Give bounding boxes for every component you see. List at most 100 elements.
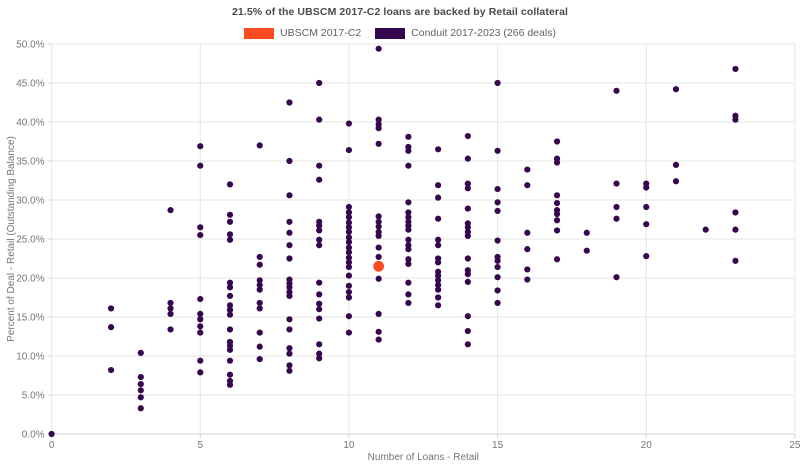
data-point[interactable]	[405, 162, 412, 169]
data-point[interactable]	[316, 242, 323, 249]
data-point[interactable]	[137, 405, 144, 412]
data-point[interactable]	[345, 214, 353, 221]
data-point[interactable]	[226, 311, 234, 318]
data-point[interactable]	[732, 65, 739, 73]
data-point[interactable]	[375, 223, 382, 230]
data-point[interactable]	[286, 229, 293, 236]
data-point[interactable]	[226, 326, 234, 333]
data-point[interactable]	[197, 143, 204, 150]
data-point[interactable]	[226, 292, 234, 300]
data-point[interactable]	[345, 228, 353, 236]
data-point[interactable]	[167, 207, 174, 214]
data-point[interactable]	[345, 313, 353, 320]
data-point[interactable]	[494, 237, 501, 244]
data-point[interactable]	[167, 326, 174, 333]
data-point[interactable]	[137, 373, 144, 381]
data-point[interactable]	[226, 231, 234, 238]
data-point[interactable]	[286, 255, 293, 262]
legend-item-ubscm[interactable]: UBSCM 2017-C2	[244, 27, 361, 39]
data-point[interactable]	[583, 229, 590, 236]
data-point[interactable]	[524, 182, 531, 189]
data-point[interactable]	[316, 355, 323, 362]
data-point[interactable]	[345, 224, 353, 231]
data-point[interactable]	[435, 259, 442, 266]
data-point[interactable]	[672, 178, 680, 185]
data-point[interactable]	[226, 357, 234, 364]
data-point[interactable]	[286, 326, 293, 333]
data-point[interactable]	[345, 120, 353, 127]
data-point[interactable]	[375, 244, 382, 251]
data-point[interactable]	[672, 86, 680, 93]
data-point[interactable]	[286, 242, 293, 249]
data-point[interactable]	[316, 79, 323, 87]
data-point[interactable]	[256, 343, 263, 350]
data-point[interactable]	[286, 350, 293, 357]
data-point[interactable]	[197, 310, 204, 317]
data-point[interactable]	[464, 278, 471, 285]
data-point[interactable]	[316, 116, 323, 123]
data-point[interactable]	[375, 218, 382, 225]
data-point[interactable]	[553, 210, 561, 218]
data-point[interactable]	[672, 161, 680, 168]
data-point[interactable]	[464, 341, 471, 348]
data-point[interactable]	[732, 257, 739, 264]
data-point[interactable]	[226, 181, 234, 188]
data-point[interactable]	[494, 287, 501, 294]
data-point[interactable]	[226, 236, 234, 243]
data-point[interactable]	[494, 147, 501, 154]
data-point[interactable]	[107, 324, 115, 331]
data-point[interactable]	[435, 146, 442, 153]
data-point[interactable]	[256, 286, 263, 293]
data-point[interactable]	[345, 239, 353, 246]
data-point[interactable]	[553, 200, 561, 207]
data-point[interactable]	[613, 203, 620, 211]
data-point[interactable]	[345, 209, 353, 216]
data-point[interactable]	[345, 244, 353, 251]
data-point[interactable]	[435, 194, 442, 201]
data-point[interactable]	[316, 176, 323, 183]
data-point[interactable]	[464, 271, 471, 278]
data-point[interactable]	[345, 146, 353, 154]
data-point[interactable]	[405, 236, 412, 243]
data-point[interactable]	[375, 232, 382, 239]
data-point[interactable]	[435, 236, 442, 243]
data-point[interactable]	[286, 345, 293, 352]
data-point[interactable]	[197, 329, 204, 336]
data-point[interactable]	[345, 203, 353, 211]
data-point[interactable]	[375, 275, 382, 282]
data-point[interactable]	[197, 232, 204, 239]
data-point[interactable]	[256, 261, 263, 268]
data-point[interactable]	[435, 277, 442, 284]
data-point[interactable]	[137, 387, 144, 394]
data-point[interactable]	[375, 125, 382, 132]
data-point[interactable]	[345, 249, 353, 256]
data-point[interactable]	[702, 226, 709, 233]
data-point[interactable]	[613, 215, 620, 222]
data-point[interactable]	[435, 294, 442, 301]
data-point[interactable]	[375, 140, 382, 147]
data-point[interactable]	[286, 362, 293, 369]
data-point[interactable]	[137, 349, 144, 356]
data-point[interactable]	[345, 254, 353, 261]
data-point[interactable]	[48, 430, 55, 438]
data-point[interactable]	[405, 279, 412, 286]
data-point[interactable]	[732, 226, 739, 233]
data-point[interactable]	[494, 257, 501, 264]
data-point[interactable]	[197, 323, 204, 330]
data-point[interactable]	[345, 329, 353, 336]
data-point[interactable]	[553, 159, 561, 166]
data-point[interactable]	[226, 218, 234, 225]
data-point[interactable]	[435, 242, 442, 249]
data-point[interactable]	[256, 277, 263, 284]
data-point[interactable]	[553, 192, 561, 199]
data-point[interactable]	[197, 295, 204, 303]
data-point[interactable]	[405, 291, 412, 298]
data-point[interactable]	[464, 255, 471, 262]
data-point[interactable]	[553, 227, 561, 234]
data-point[interactable]	[316, 227, 323, 234]
data-point[interactable]	[197, 316, 204, 323]
data-point[interactable]	[167, 305, 174, 312]
data-point[interactable]	[464, 205, 471, 212]
data-point[interactable]	[256, 356, 263, 363]
data-point[interactable]	[316, 341, 323, 348]
